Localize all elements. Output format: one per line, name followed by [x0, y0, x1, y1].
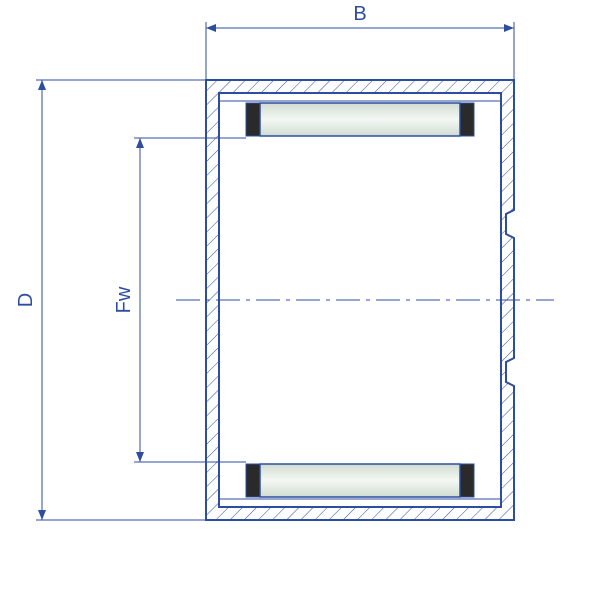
roller — [260, 464, 460, 497]
label-Fw: Fw — [113, 286, 135, 313]
label-D: D — [15, 293, 37, 307]
roller — [260, 103, 460, 136]
cage-block — [246, 464, 260, 497]
cage-block — [460, 464, 474, 497]
cage-block — [460, 103, 474, 136]
label-B: B — [353, 3, 366, 25]
cage-block — [246, 103, 260, 136]
